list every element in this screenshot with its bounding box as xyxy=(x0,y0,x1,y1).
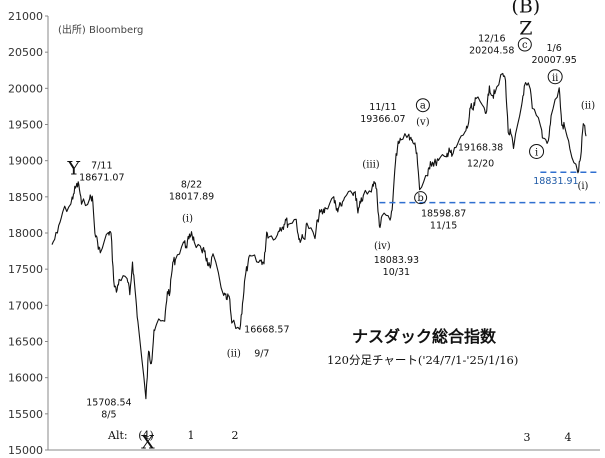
alt-label: 3 xyxy=(524,431,531,444)
wave-c-circle xyxy=(517,37,532,52)
annotation-date: 1/6 xyxy=(547,43,562,54)
plot-area xyxy=(47,16,600,451)
y-tick-label: 20500 xyxy=(8,46,43,59)
annotation-value: 20204.58 xyxy=(469,46,514,57)
annotation-value: 18598.87 xyxy=(421,209,466,220)
support-value-label: 18831.91 xyxy=(533,176,578,187)
wave-label: (ⅴ) xyxy=(416,117,430,128)
y-tick-label: 15500 xyxy=(8,408,43,421)
wave-label: (ⅱ) xyxy=(227,348,241,359)
alt-label: 2 xyxy=(232,429,239,442)
alt-label: Alt: xyxy=(107,429,128,442)
annotation-value: 20007.95 xyxy=(531,55,576,66)
wave-b-circle xyxy=(414,191,428,205)
wave-label: (B) xyxy=(511,0,540,18)
source-label: (出所) Bloomberg xyxy=(58,23,143,36)
annotation-value: 18671.07 xyxy=(79,172,124,183)
wave-a-circle xyxy=(415,98,430,113)
annotation-value: 18017.89 xyxy=(169,192,214,203)
wave-label: (ⅰ) xyxy=(577,181,588,192)
annotation-value: 15708.54 xyxy=(86,398,131,409)
reference-lines xyxy=(379,171,600,204)
wave-label: (ⅲ) xyxy=(362,159,379,170)
series-line xyxy=(51,72,587,400)
annotation-date: 7/11 xyxy=(91,160,112,171)
wave-label: (ⅱ) xyxy=(581,101,595,112)
annotation-date: 8/5 xyxy=(101,410,116,421)
wave-label: X xyxy=(141,432,155,454)
wave-label: ii xyxy=(552,73,558,84)
wave-i-circle xyxy=(529,143,545,159)
wave-label: Z xyxy=(519,18,532,40)
y-tick-label: 16500 xyxy=(8,336,43,349)
annotation-date: 10/31 xyxy=(383,267,410,278)
alt-label: 4 xyxy=(565,431,572,444)
wave-label: (ⅰ) xyxy=(182,214,193,225)
y-tick-label: 17500 xyxy=(8,263,43,276)
wave-label: a xyxy=(420,101,426,112)
wave-ii-circle xyxy=(547,69,563,85)
annotation-value: 16668.57 xyxy=(244,324,289,335)
annotation-date: 9/7 xyxy=(254,348,269,359)
wave-label: Y xyxy=(67,157,81,179)
wave-label: b xyxy=(417,193,423,204)
y-tick-label: 21000 xyxy=(8,10,43,23)
y-tick-label: 18500 xyxy=(8,191,43,204)
annotation-date: 8/22 xyxy=(181,180,202,191)
y-tick-label: 19000 xyxy=(8,155,43,168)
price-series xyxy=(51,72,587,400)
wave-label: (ⅳ) xyxy=(374,241,391,252)
annotation-value: 19366.07 xyxy=(360,114,405,125)
annotation-date: 11/15 xyxy=(430,221,457,232)
chart-title: ナスダック総合指数 xyxy=(352,327,497,346)
y-axis: 15000 15500 16000 16500 17000 17500 18000 18500… xyxy=(8,10,48,457)
annotation-date: 11/11 xyxy=(369,102,396,113)
y-tick-label: 20000 xyxy=(8,82,43,95)
annotation-value: 18083.93 xyxy=(374,255,419,266)
alt-label: (4) xyxy=(138,429,154,442)
annotation-date: 12/16 xyxy=(478,34,505,45)
y-tick-label: 15000 xyxy=(8,444,43,457)
wave-label: i xyxy=(535,147,538,158)
annotation-date: 12/20 xyxy=(467,158,494,169)
y-tick-label: 19500 xyxy=(8,119,43,132)
y-tick-label: 16000 xyxy=(8,372,43,385)
annotation-value: 19168.38 xyxy=(458,142,503,153)
wave-label: c xyxy=(522,40,528,51)
y-tick-label: 17000 xyxy=(8,299,43,312)
alt-label: 1 xyxy=(188,429,195,442)
chart-subtitle: 120分足チャート('24/7/1-'25/1/16) xyxy=(327,353,518,367)
y-tick-label: 18000 xyxy=(8,227,43,240)
